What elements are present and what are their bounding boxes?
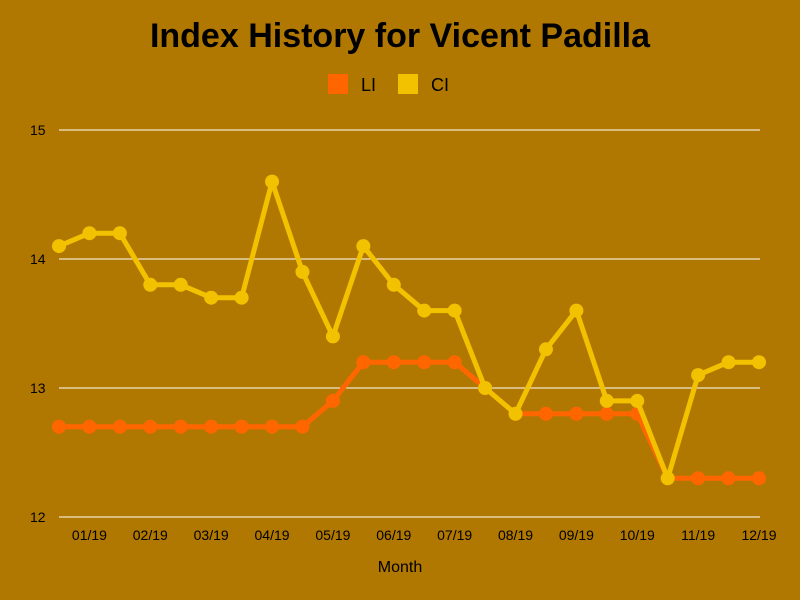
data-point-li [82, 419, 97, 434]
data-point-li [204, 419, 219, 434]
data-point-ci [204, 290, 219, 305]
x-tick-label: 04/19 [255, 527, 290, 543]
x-tick-label: 06/19 [376, 527, 411, 543]
y-tick-label: 14 [30, 251, 46, 267]
data-point-li [325, 393, 340, 408]
legend-swatch-li [328, 74, 348, 94]
legend-label-ci: CI [431, 75, 449, 95]
data-point-ci [630, 393, 645, 408]
data-point-ci [112, 226, 127, 241]
x-axis-ticks: 01/19 02/19 03/19 04/19 05/19 06/19 07/19 08/19… [72, 527, 777, 543]
data-point-li [356, 355, 371, 370]
data-point-ci [508, 406, 523, 421]
x-tick-label: 02/19 [133, 527, 168, 543]
y-axis-ticks: 12 13 14 15 [30, 122, 46, 525]
x-tick-label: 08/19 [498, 527, 533, 543]
data-point-ci [52, 239, 66, 254]
data-point-ci [660, 471, 675, 486]
x-tick-label: 11/19 [681, 527, 715, 543]
data-point-ci [265, 174, 280, 189]
data-point-li [569, 406, 584, 421]
data-point-ci [569, 303, 584, 318]
series-line-li [56, 359, 762, 481]
data-point-li [752, 471, 766, 486]
gridlines [59, 129, 760, 518]
data-point-ci [325, 329, 340, 344]
data-point-li [386, 355, 401, 370]
x-tick-label: 01/19 [72, 527, 107, 543]
data-point-ci [234, 290, 249, 305]
x-tick-label: 07/19 [437, 527, 472, 543]
data-point-ci [752, 355, 766, 370]
y-tick-label: 15 [30, 122, 46, 138]
data-point-li [112, 419, 127, 434]
data-point-ci [721, 355, 736, 370]
x-tick-label: 03/19 [194, 527, 229, 543]
data-point-ci [143, 277, 158, 292]
data-point-li [265, 419, 280, 434]
data-point-li [721, 471, 736, 486]
legend: LI CI [328, 74, 449, 95]
data-point-ci [599, 393, 614, 408]
data-point-ci [417, 303, 432, 318]
data-point-li [52, 419, 66, 434]
data-point-li [417, 355, 432, 370]
y-tick-label: 13 [30, 380, 46, 396]
legend-swatch-ci [398, 74, 418, 94]
data-point-ci [386, 277, 401, 292]
x-tick-label: 10/19 [620, 527, 655, 543]
legend-label-li: LI [361, 75, 376, 95]
data-point-li [173, 419, 188, 434]
data-point-ci [173, 277, 188, 292]
data-point-li [234, 419, 249, 434]
data-point-li [691, 471, 706, 486]
y-tick-label: 12 [30, 509, 46, 525]
series-li [52, 355, 766, 486]
chart-title: Index History for Vicent Padilla [150, 17, 651, 55]
data-point-li [295, 419, 310, 434]
data-point-ci [478, 381, 493, 395]
data-point-ci [356, 239, 371, 254]
data-point-ci [82, 226, 97, 241]
data-point-ci [447, 303, 462, 318]
series-line-ci [56, 179, 762, 481]
data-point-ci [538, 342, 553, 357]
x-axis-label: Month [378, 559, 422, 576]
series-ci [52, 174, 766, 486]
data-point-li [599, 406, 614, 421]
x-tick-label: 09/19 [559, 527, 594, 543]
data-point-li [143, 419, 158, 434]
data-point-ci [295, 264, 310, 279]
x-tick-label: 12/19 [741, 527, 776, 543]
data-point-ci [691, 368, 706, 383]
data-point-li [538, 406, 553, 421]
data-point-li [447, 355, 462, 370]
series-layer [52, 174, 766, 486]
x-tick-label: 05/19 [315, 527, 350, 543]
